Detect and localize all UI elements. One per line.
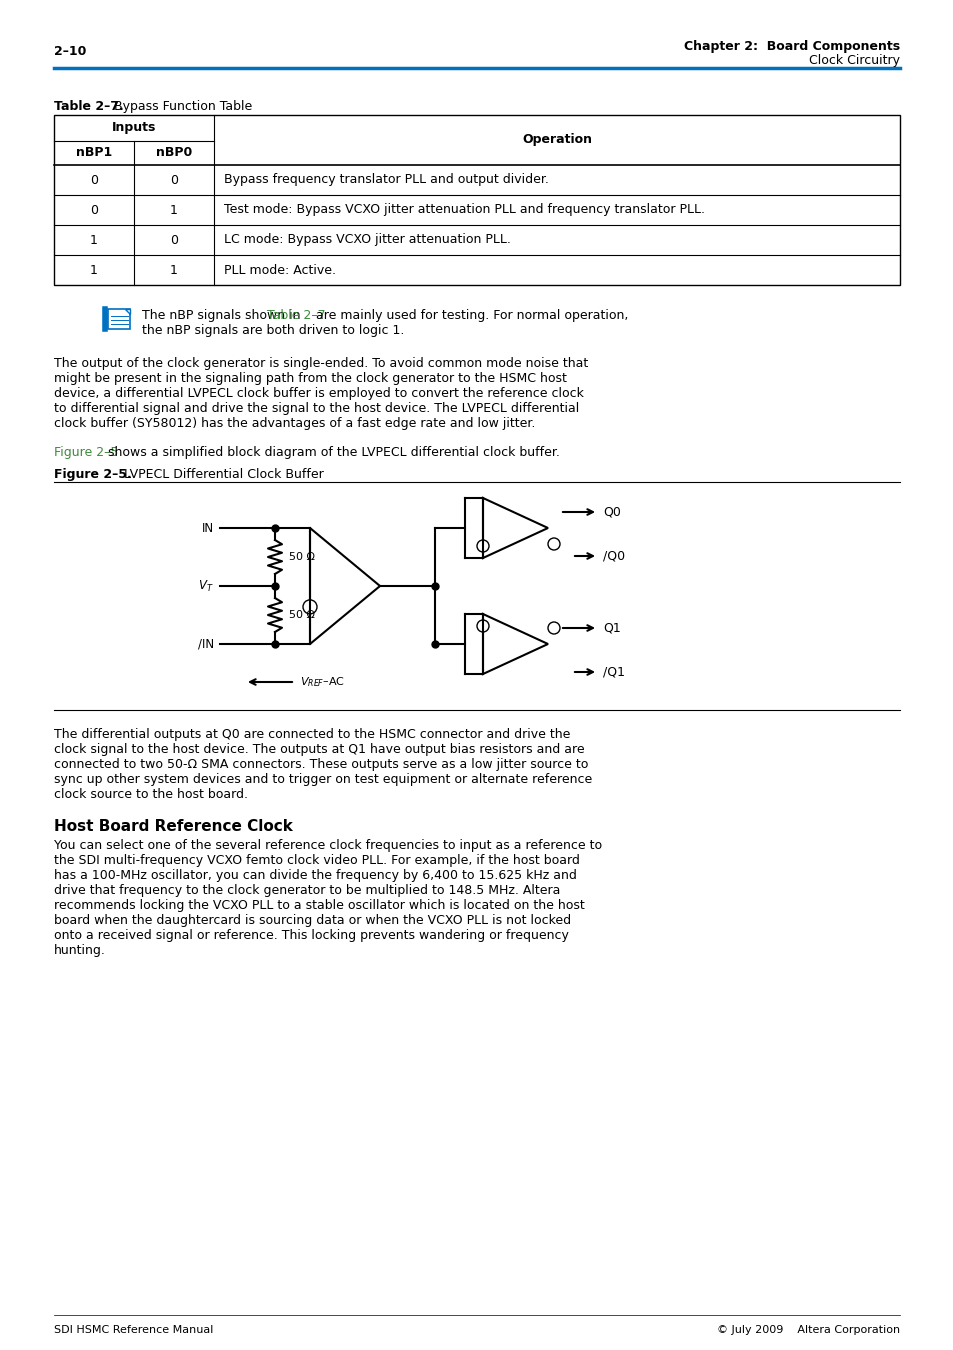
Text: Figure 2–5.: Figure 2–5. [54, 468, 132, 481]
Text: Bypass frequency translator PLL and output divider.: Bypass frequency translator PLL and outp… [224, 174, 548, 186]
Bar [108, 309, 130, 329]
Circle shape [547, 539, 559, 549]
Text: 1: 1 [90, 234, 98, 247]
Text: Inputs: Inputs [112, 122, 156, 135]
Text: Operation: Operation [521, 134, 592, 147]
Text: Bypass Function Table: Bypass Function Table [106, 100, 252, 113]
Text: LVPECL Differential Clock Buffer: LVPECL Differential Clock Buffer [116, 468, 323, 481]
Text: clock signal to the host device. The outputs at Q1 have output bias resistors an: clock signal to the host device. The out… [54, 743, 584, 756]
Text: 0: 0 [90, 204, 98, 216]
Text: 1: 1 [90, 263, 98, 277]
Text: might be present in the signaling path from the clock generator to the HSMC host: might be present in the signaling path f… [54, 373, 566, 385]
Text: 0: 0 [90, 174, 98, 186]
Text: recommends locking the VCXO PLL to a stable oscillator which is located on the h: recommends locking the VCXO PLL to a sta… [54, 899, 584, 913]
Text: onto a received signal or reference. This locking prevents wandering or frequenc: onto a received signal or reference. Thi… [54, 929, 568, 942]
Text: sync up other system devices and to trigger on test equipment or alternate refer: sync up other system devices and to trig… [54, 774, 592, 786]
Text: to differential signal and drive the signal to the host device. The LVPECL diffe: to differential signal and drive the sig… [54, 402, 578, 414]
Text: /Q1: /Q1 [602, 666, 624, 679]
Text: Chapter 2:  Board Components: Chapter 2: Board Components [683, 40, 899, 53]
Text: Q1: Q1 [602, 621, 620, 634]
Text: drive that frequency to the clock generator to be multiplied to 148.5 MHz. Alter: drive that frequency to the clock genera… [54, 884, 559, 896]
Text: /IN: /IN [197, 637, 213, 651]
Text: Table 2–7: Table 2–7 [267, 309, 325, 323]
Text: Clock Circuitry: Clock Circuitry [808, 54, 899, 68]
Text: hunting.: hunting. [54, 944, 106, 957]
Text: clock source to the host board.: clock source to the host board. [54, 788, 248, 801]
Text: 0: 0 [170, 174, 178, 186]
Bar [54, 115, 899, 285]
Text: The output of the clock generator is single-ended. To avoid common mode noise th: The output of the clock generator is sin… [54, 356, 588, 370]
Text: connected to two 50-Ω SMA connectors. These outputs serve as a low jitter source: connected to two 50-Ω SMA connectors. Th… [54, 757, 588, 771]
Text: 1: 1 [170, 204, 178, 216]
Circle shape [547, 622, 559, 634]
Text: shows a simplified block diagram of the LVPECL differential clock buffer.: shows a simplified block diagram of the … [105, 446, 559, 459]
Text: Host Board Reference Clock: Host Board Reference Clock [54, 819, 293, 834]
Text: Table 2–7.: Table 2–7. [54, 100, 124, 113]
Text: device, a differential LVPECL clock buffer is employed to convert the reference : device, a differential LVPECL clock buff… [54, 387, 583, 400]
Text: has a 100-MHz oscillator, you can divide the frequency by 6,400 to 15.625 kHz an: has a 100-MHz oscillator, you can divide… [54, 869, 577, 882]
Text: You can select one of the several reference clock frequencies to input as a refe: You can select one of the several refere… [54, 838, 601, 852]
Text: 50 Ω: 50 Ω [289, 552, 314, 562]
Text: nBP1: nBP1 [76, 147, 112, 159]
Circle shape [476, 620, 489, 632]
Text: 50 Ω: 50 Ω [289, 610, 314, 620]
Text: The differential outputs at Q0 are connected to the HSMC connector and drive the: The differential outputs at Q0 are conne… [54, 728, 570, 741]
Text: are mainly used for testing. For normal operation,: are mainly used for testing. For normal … [312, 309, 628, 323]
Text: 2–10: 2–10 [54, 45, 87, 58]
Text: The nBP signals shown in: The nBP signals shown in [142, 309, 304, 323]
Text: © July 2009    Altera Corporation: © July 2009 Altera Corporation [716, 1324, 899, 1335]
Polygon shape [125, 309, 130, 315]
Text: /Q0: /Q0 [602, 549, 624, 563]
Text: IN: IN [202, 521, 213, 535]
Text: Test mode: Bypass VCXO jitter attenuation PLL and frequency translator PLL.: Test mode: Bypass VCXO jitter attenuatio… [224, 204, 704, 216]
Text: Figure 2–5: Figure 2–5 [54, 446, 118, 459]
Circle shape [303, 599, 316, 614]
Text: 1: 1 [170, 263, 178, 277]
Text: PLL mode: Active.: PLL mode: Active. [224, 263, 335, 277]
Text: nBP0: nBP0 [155, 147, 192, 159]
Text: clock buffer (SY58012) has the advantages of a fast edge rate and low jitter.: clock buffer (SY58012) has the advantage… [54, 417, 535, 431]
Text: board when the daughtercard is sourcing data or when the VCXO PLL is not locked: board when the daughtercard is sourcing … [54, 914, 571, 927]
Text: Q0: Q0 [602, 505, 620, 518]
Text: SDI HSMC Reference Manual: SDI HSMC Reference Manual [54, 1324, 213, 1335]
Text: the nBP signals are both driven to logic 1.: the nBP signals are both driven to logic… [142, 324, 404, 338]
Text: 0: 0 [170, 234, 178, 247]
Text: LC mode: Bypass VCXO jitter attenuation PLL.: LC mode: Bypass VCXO jitter attenuation … [224, 234, 511, 247]
Text: the SDI multi-frequency VCXO femto clock video PLL. For example, if the host boa: the SDI multi-frequency VCXO femto clock… [54, 855, 579, 867]
Text: $V_T$: $V_T$ [198, 578, 213, 594]
Circle shape [476, 540, 489, 552]
Text: $V_{REF}$–AC: $V_{REF}$–AC [299, 675, 345, 688]
